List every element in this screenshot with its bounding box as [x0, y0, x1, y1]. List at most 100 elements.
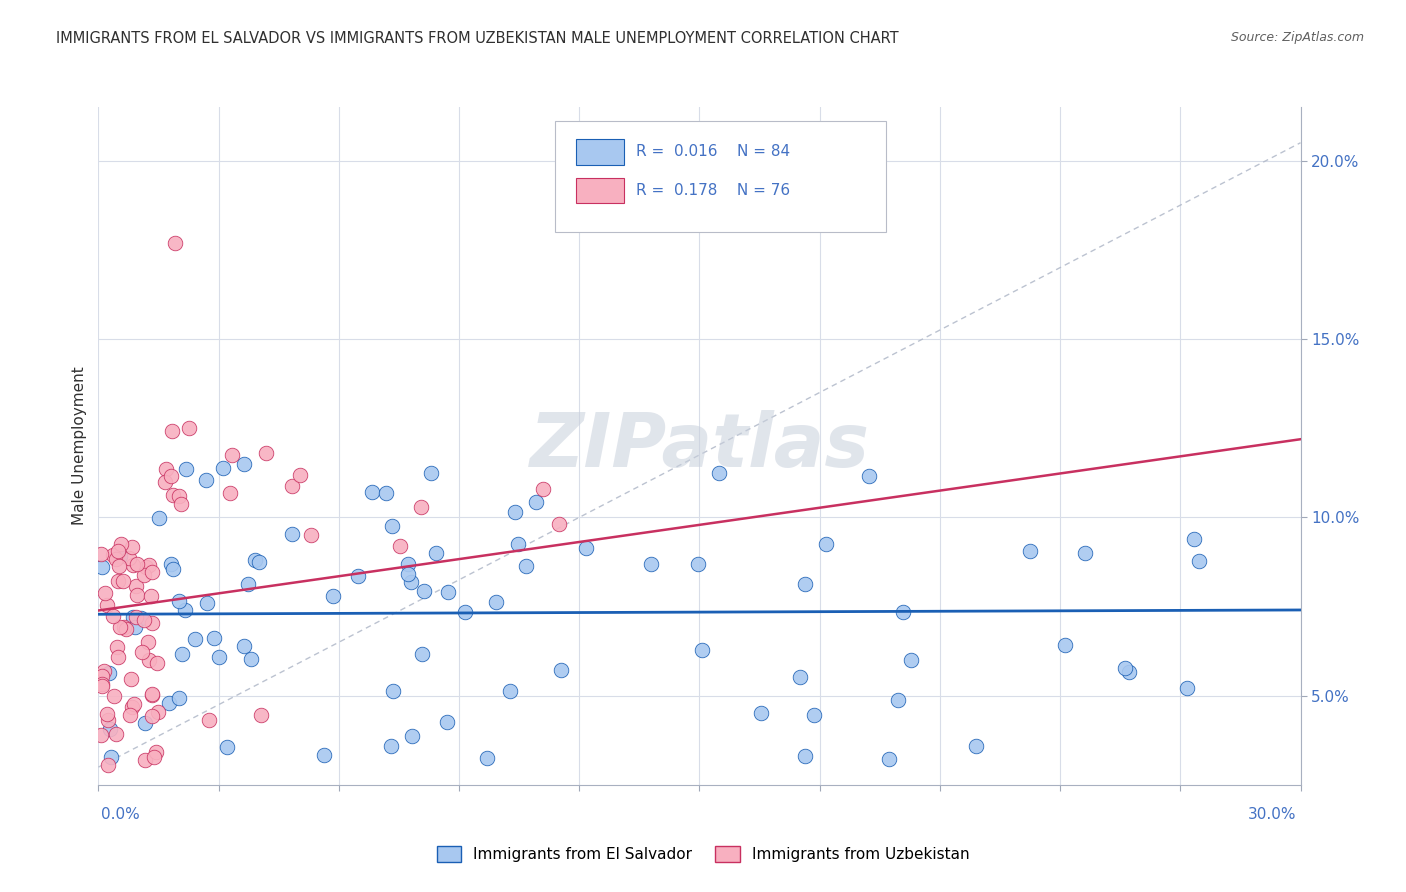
Point: [96, 706, 118, 721]
Point: [131, 611, 153, 625]
Point: [104, 551, 127, 566]
Point: [107, 559, 129, 574]
Point: [107, 574, 129, 589]
Point: [157, 696, 180, 710]
Point: [160, 469, 183, 483]
Text: R =  0.016    N = 84: R = 0.016 N = 84: [636, 145, 790, 160]
Y-axis label: Male Unemployment: Male Unemployment: [72, 367, 87, 525]
Text: R =  0.178    N = 76: R = 0.178 N = 76: [636, 183, 790, 198]
Point: [900, 652, 922, 666]
Point: [1118, 665, 1140, 679]
Point: [138, 558, 160, 572]
Point: [90, 669, 112, 683]
Point: [108, 549, 131, 563]
Point: [877, 752, 900, 766]
Point: [98, 666, 121, 681]
Point: [115, 622, 138, 636]
Point: [127, 588, 149, 602]
Point: [217, 740, 239, 755]
Point: [531, 482, 554, 496]
Point: [105, 640, 128, 654]
Point: [121, 610, 143, 624]
Point: [107, 543, 129, 558]
Point: [322, 589, 344, 603]
Point: [132, 613, 155, 627]
Text: IMMIGRANTS FROM EL SALVADOR VS IMMIGRANTS FROM UZBEKISTAN MALE UNEMPLOYMENT CORR: IMMIGRANTS FROM EL SALVADOR VS IMMIGRANT…: [56, 31, 898, 46]
Point: [413, 584, 436, 599]
Point: [97, 758, 120, 772]
Point: [396, 566, 419, 581]
Point: [90, 677, 112, 691]
Point: [134, 716, 156, 731]
Point: [98, 722, 121, 736]
Point: [208, 649, 231, 664]
Point: [803, 708, 825, 723]
Point: [1177, 681, 1199, 695]
Point: [170, 497, 193, 511]
Point: [965, 739, 987, 753]
Point: [1188, 554, 1211, 568]
Point: [290, 467, 312, 482]
Point: [218, 486, 240, 500]
Point: [90, 547, 112, 561]
Point: [347, 568, 370, 582]
Point: [640, 558, 662, 572]
Point: [299, 528, 322, 542]
Point: [858, 469, 880, 483]
Point: [194, 473, 217, 487]
Point: [411, 500, 433, 514]
Point: [503, 504, 526, 518]
Point: [436, 715, 458, 730]
Point: [243, 552, 266, 566]
Point: [233, 639, 256, 653]
Point: [1114, 661, 1136, 675]
Text: Source: ZipAtlas.com: Source: ZipAtlas.com: [1230, 31, 1364, 45]
Point: [401, 729, 423, 743]
Point: [167, 691, 190, 706]
Point: [132, 568, 155, 582]
Point: [1018, 544, 1040, 558]
Point: [312, 747, 335, 762]
FancyBboxPatch shape: [555, 120, 886, 233]
Point: [108, 620, 131, 634]
Point: [436, 585, 458, 599]
Point: [254, 446, 277, 460]
Point: [886, 693, 908, 707]
Text: 30.0%: 30.0%: [1249, 807, 1296, 822]
Point: [141, 688, 163, 702]
Legend: Immigrants from El Salvador, Immigrants from Uzbekistan: Immigrants from El Salvador, Immigrants …: [430, 840, 976, 868]
Point: [1182, 532, 1205, 546]
Point: [477, 751, 499, 765]
Point: [96, 598, 118, 612]
Point: [749, 706, 772, 720]
Point: [690, 642, 713, 657]
Point: [100, 750, 122, 764]
Point: [707, 467, 730, 481]
Point: [485, 595, 508, 609]
Point: [411, 647, 433, 661]
Point: [183, 632, 205, 646]
Point: [121, 699, 143, 714]
Point: [165, 235, 187, 250]
Point: [127, 557, 149, 571]
Point: [794, 577, 817, 591]
Point: [153, 475, 176, 489]
Point: [247, 555, 270, 569]
Point: [250, 708, 273, 723]
Point: [97, 713, 120, 727]
Point: [396, 557, 419, 571]
Point: [118, 551, 141, 566]
Point: [101, 548, 124, 562]
Point: [499, 683, 522, 698]
Point: [143, 749, 166, 764]
Point: [162, 562, 184, 576]
Point: [93, 664, 115, 678]
Point: [162, 487, 184, 501]
Point: [125, 578, 148, 592]
Point: [107, 650, 129, 665]
Text: 0.0%: 0.0%: [101, 807, 141, 822]
Point: [389, 539, 412, 553]
Point: [94, 586, 117, 600]
Point: [173, 603, 195, 617]
Point: [1074, 546, 1097, 560]
